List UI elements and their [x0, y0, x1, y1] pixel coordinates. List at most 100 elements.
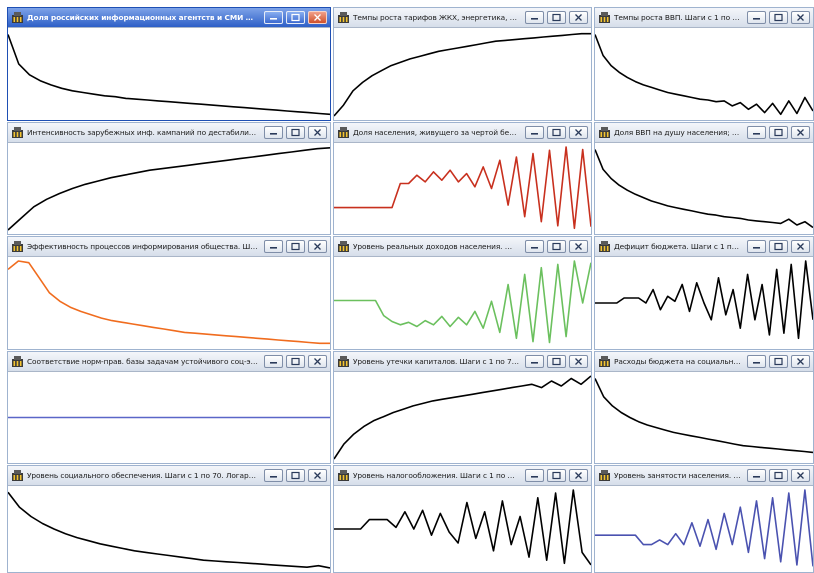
- chart-window[interactable]: Интенсивность зарубежных инф. кампаний п…: [7, 122, 331, 235]
- chart-window[interactable]: Уровень занятости населения. Шаги с ...: [594, 465, 814, 573]
- minimize-button[interactable]: [525, 469, 544, 482]
- window-title-bar[interactable]: Интенсивность зарубежных инф. кампаний п…: [8, 123, 330, 143]
- app-icon: [12, 241, 23, 252]
- window-title-bar[interactable]: Расходы бюджета на социальную сфе...: [595, 352, 813, 372]
- minimize-button[interactable]: [525, 355, 544, 368]
- maximize-button[interactable]: [547, 11, 566, 24]
- chart-window[interactable]: Уровень налогообложения. Шаги с 1 по 70.…: [333, 465, 592, 573]
- maximize-button[interactable]: [547, 355, 566, 368]
- minimize-button[interactable]: [747, 355, 766, 368]
- maximize-button[interactable]: [769, 469, 788, 482]
- series-line: [595, 260, 813, 340]
- close-button[interactable]: [791, 240, 810, 253]
- minimize-button[interactable]: [747, 126, 766, 139]
- series-line: [595, 489, 813, 567]
- minimize-button[interactable]: [264, 355, 283, 368]
- minimize-button[interactable]: [264, 126, 283, 139]
- chart-plot-area: [334, 372, 591, 463]
- maximize-button[interactable]: [769, 126, 788, 139]
- window-title-bar[interactable]: Уровень реальных доходов населения. Шаги…: [334, 237, 591, 257]
- close-button[interactable]: [569, 126, 588, 139]
- maximize-button[interactable]: [286, 11, 305, 24]
- chart-window[interactable]: Дефицит бюджета. Шаги с 1 по 70. Лог...: [594, 236, 814, 350]
- window-title-bar[interactable]: Уровень социального обеспечения. Шаги с …: [8, 466, 330, 486]
- app-icon: [338, 241, 349, 252]
- minimize-button[interactable]: [525, 240, 544, 253]
- maximize-icon: [774, 13, 783, 22]
- chart-window[interactable]: Эффективность процессов информирования о…: [7, 236, 331, 350]
- maximize-button[interactable]: [547, 126, 566, 139]
- maximize-button[interactable]: [547, 469, 566, 482]
- minimize-icon: [531, 362, 538, 364]
- close-button[interactable]: [308, 469, 327, 482]
- maximize-button[interactable]: [769, 240, 788, 253]
- close-icon: [314, 243, 321, 250]
- minimize-button[interactable]: [747, 469, 766, 482]
- chart-window[interactable]: Темпы роста ВВП. Шаги с 1 по 70. Лог...: [594, 7, 814, 121]
- close-button[interactable]: [791, 469, 810, 482]
- close-button[interactable]: [308, 126, 327, 139]
- close-button[interactable]: [569, 240, 588, 253]
- close-button[interactable]: [791, 126, 810, 139]
- minimize-icon: [270, 133, 277, 135]
- window-title-bar[interactable]: Уровень занятости населения. Шаги с ...: [595, 466, 813, 486]
- maximize-button[interactable]: [547, 240, 566, 253]
- minimize-button[interactable]: [264, 11, 283, 24]
- maximize-button[interactable]: [286, 355, 305, 368]
- chart-window[interactable]: Доля российских информационных агентств …: [7, 7, 331, 121]
- close-button[interactable]: [308, 355, 327, 368]
- minimize-button[interactable]: [747, 11, 766, 24]
- window-title-bar[interactable]: Соответствие норм-прав. базы задачам уст…: [8, 352, 330, 372]
- minimize-icon: [753, 133, 760, 135]
- window-title-bar[interactable]: Темпы роста тарифов ЖКХ, энергетика, тра…: [334, 8, 591, 28]
- line-chart: [8, 491, 330, 569]
- maximize-icon: [552, 357, 561, 366]
- chart-window[interactable]: Уровень утечки капиталов. Шаги с 1 по 70…: [333, 351, 592, 464]
- window-title-bar[interactable]: Уровень налогообложения. Шаги с 1 по 70.…: [334, 466, 591, 486]
- close-button[interactable]: [308, 240, 327, 253]
- maximize-button[interactable]: [286, 126, 305, 139]
- window-title-bar[interactable]: Дефицит бюджета. Шаги с 1 по 70. Лог...: [595, 237, 813, 257]
- maximize-icon: [291, 242, 300, 251]
- maximize-button[interactable]: [286, 469, 305, 482]
- close-button[interactable]: [308, 11, 327, 24]
- minimize-button[interactable]: [525, 11, 544, 24]
- window-title-bar[interactable]: Эффективность процессов информирования о…: [8, 237, 330, 257]
- line-chart: [8, 260, 330, 345]
- close-button[interactable]: [791, 355, 810, 368]
- close-button[interactable]: [569, 469, 588, 482]
- chart-window[interactable]: Доля ВВП на душу населения; Шаги с...: [594, 122, 814, 235]
- window-title-bar[interactable]: Доля российских информационных агентств …: [8, 8, 330, 28]
- minimize-button[interactable]: [264, 240, 283, 253]
- line-chart: [595, 489, 813, 567]
- window-title-bar[interactable]: Доля ВВП на душу населения; Шаги с...: [595, 123, 813, 143]
- minimize-button[interactable]: [525, 126, 544, 139]
- maximize-button[interactable]: [286, 240, 305, 253]
- window-title-bar[interactable]: Уровень утечки капиталов. Шаги с 1 по 70…: [334, 352, 591, 372]
- minimize-button[interactable]: [747, 240, 766, 253]
- series-line: [595, 378, 813, 454]
- app-icon: [12, 127, 23, 138]
- chart-window[interactable]: Соответствие норм-прав. базы задачам уст…: [7, 351, 331, 464]
- chart-window[interactable]: Доля населения, живущего за чертой бедно…: [333, 122, 592, 235]
- close-button[interactable]: [569, 11, 588, 24]
- maximize-button[interactable]: [769, 355, 788, 368]
- chart-window[interactable]: Уровень социального обеспечения. Шаги с …: [7, 465, 331, 573]
- chart-plot-area: [595, 143, 813, 234]
- app-icon: [338, 12, 349, 23]
- chart-plot-area: [334, 28, 591, 120]
- window-title-bar[interactable]: Темпы роста ВВП. Шаги с 1 по 70. Лог...: [595, 8, 813, 28]
- window-title: Уровень утечки капиталов. Шаги с 1 по 70…: [353, 357, 519, 366]
- chart-window[interactable]: Расходы бюджета на социальную сфе...: [594, 351, 814, 464]
- chart-window[interactable]: Уровень реальных доходов населения. Шаги…: [333, 236, 592, 350]
- maximize-button[interactable]: [769, 11, 788, 24]
- app-icon: [599, 470, 610, 481]
- close-button[interactable]: [791, 11, 810, 24]
- close-button[interactable]: [569, 355, 588, 368]
- window-title-bar[interactable]: Доля населения, живущего за чертой бедно…: [334, 123, 591, 143]
- line-chart: [8, 416, 330, 419]
- minimize-icon: [753, 247, 760, 249]
- window-title: Эффективность процессов информирования о…: [27, 242, 258, 251]
- minimize-button[interactable]: [264, 469, 283, 482]
- chart-window[interactable]: Темпы роста тарифов ЖКХ, энергетика, тра…: [333, 7, 592, 121]
